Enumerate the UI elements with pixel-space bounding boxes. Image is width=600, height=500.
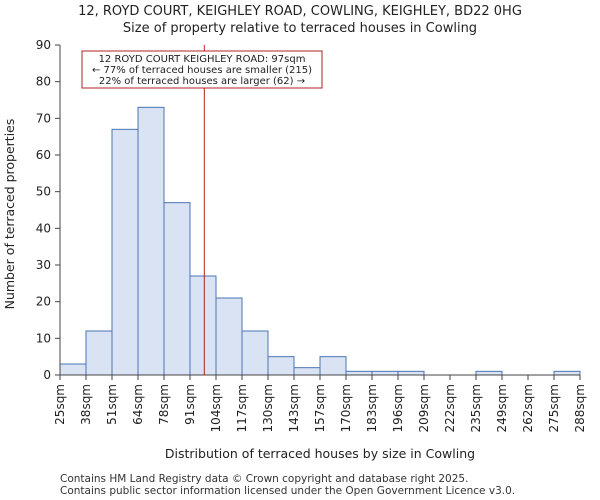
y-axis: 0 10 20 30 40 50 60 70 80 90 [36,38,61,382]
annotation-line2: ← 77% of terraced houses are smaller (21… [92,65,312,76]
x-axis: 25sqm 38sqm 51sqm 64sqm 78sqm 91sqm 104sqm 117s… [53,374,587,432]
bar-143sqm [293,367,321,376]
x-tick-label: 130sqm [261,384,275,432]
x-tick-label: 222sqm [443,384,457,432]
bar-130sqm [267,356,295,376]
x-tick-label: 249sqm [495,384,509,432]
annotation-line1: 12 ROYD COURT KEIGHLEY ROAD: 97sqm [99,54,306,65]
x-tick-label: 78sqm [157,384,171,425]
y-tick-label: 30 [36,258,51,272]
bar-157sqm [319,356,347,376]
bars-group [59,106,581,376]
bar-104sqm [215,297,243,376]
x-tick-label: 183sqm [365,384,379,432]
y-axis-label: Number of terraced properties [2,119,17,310]
bar-64sqm [137,106,165,376]
bar-275sqm [553,370,581,376]
bar-183sqm [371,370,399,376]
x-tick-label: 275sqm [547,384,561,432]
bar-25sqm [59,363,87,376]
bar-38sqm [85,330,113,376]
x-tick-label: 104sqm [209,384,223,432]
footer-line1: Contains HM Land Registry data © Crown c… [60,473,468,485]
bar-91sqm [189,275,217,376]
x-tick-label: 64sqm [131,384,145,425]
bar-117sqm [241,330,269,376]
x-tick-label: 262sqm [521,384,535,432]
y-tick-label: 0 [43,368,51,382]
annotation-box [81,50,323,89]
x-tick-label: 209sqm [417,384,431,432]
annotation-line3: 22% of terraced houses are larger (62) → [99,76,305,87]
y-tick-label: 60 [36,148,51,162]
y-tick-label: 80 [36,75,51,89]
x-tick-label: 117sqm [235,384,249,432]
y-tick-label: 90 [36,38,51,52]
y-tick-label: 40 [36,221,51,235]
bar-78sqm [163,202,191,376]
y-tick-label: 70 [36,111,51,125]
x-tick-label: 25sqm [53,384,67,425]
x-tick-label: 51sqm [105,384,119,425]
bar-170sqm [345,370,373,376]
x-tick-label: 170sqm [339,384,353,432]
x-tick-label: 157sqm [313,384,327,432]
y-tick-label: 10 [36,331,51,345]
x-tick-label: 38sqm [79,384,93,425]
x-tick-label: 196sqm [391,384,405,432]
x-tick-label: 288sqm [573,384,587,432]
x-tick-label: 143sqm [287,384,301,432]
x-tick-label: 235sqm [469,384,483,432]
y-tick-label: 50 [36,185,51,199]
chart-title-line1: 12, ROYD COURT, KEIGHLEY ROAD, COWLING, … [78,4,522,19]
bar-51sqm [111,128,139,376]
chart-title-line2: Size of property relative to terraced ho… [123,21,477,36]
bar-196sqm [397,370,425,376]
bar-235sqm [475,370,503,376]
y-tick-label: 20 [36,295,51,309]
x-tick-label: 91sqm [183,384,197,425]
x-axis-label: Distribution of terraced houses by size … [165,446,475,461]
footer-line2: Contains public sector information licen… [60,485,515,497]
